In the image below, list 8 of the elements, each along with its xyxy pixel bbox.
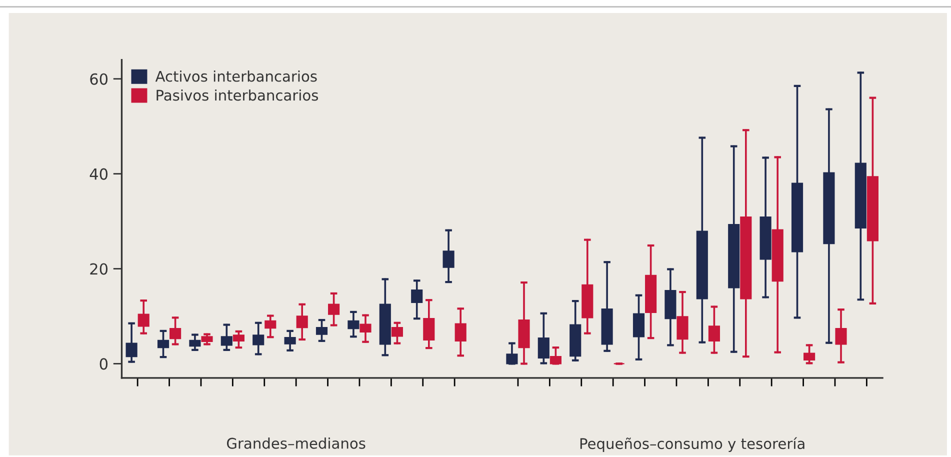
legend-label: Pasivos interbancarios	[156, 89, 318, 101]
y-tick-label: 20	[90, 263, 108, 275]
legend-label: Activos interbancarios	[155, 70, 317, 82]
text: Grandes–medianos	[227, 438, 366, 449]
y-tick-label: 40	[90, 168, 108, 180]
y-tick-label: 0	[100, 358, 108, 370]
y-tick-label: 60	[90, 73, 108, 85]
text: Pequeños–consumo y tesorería	[580, 437, 804, 452]
